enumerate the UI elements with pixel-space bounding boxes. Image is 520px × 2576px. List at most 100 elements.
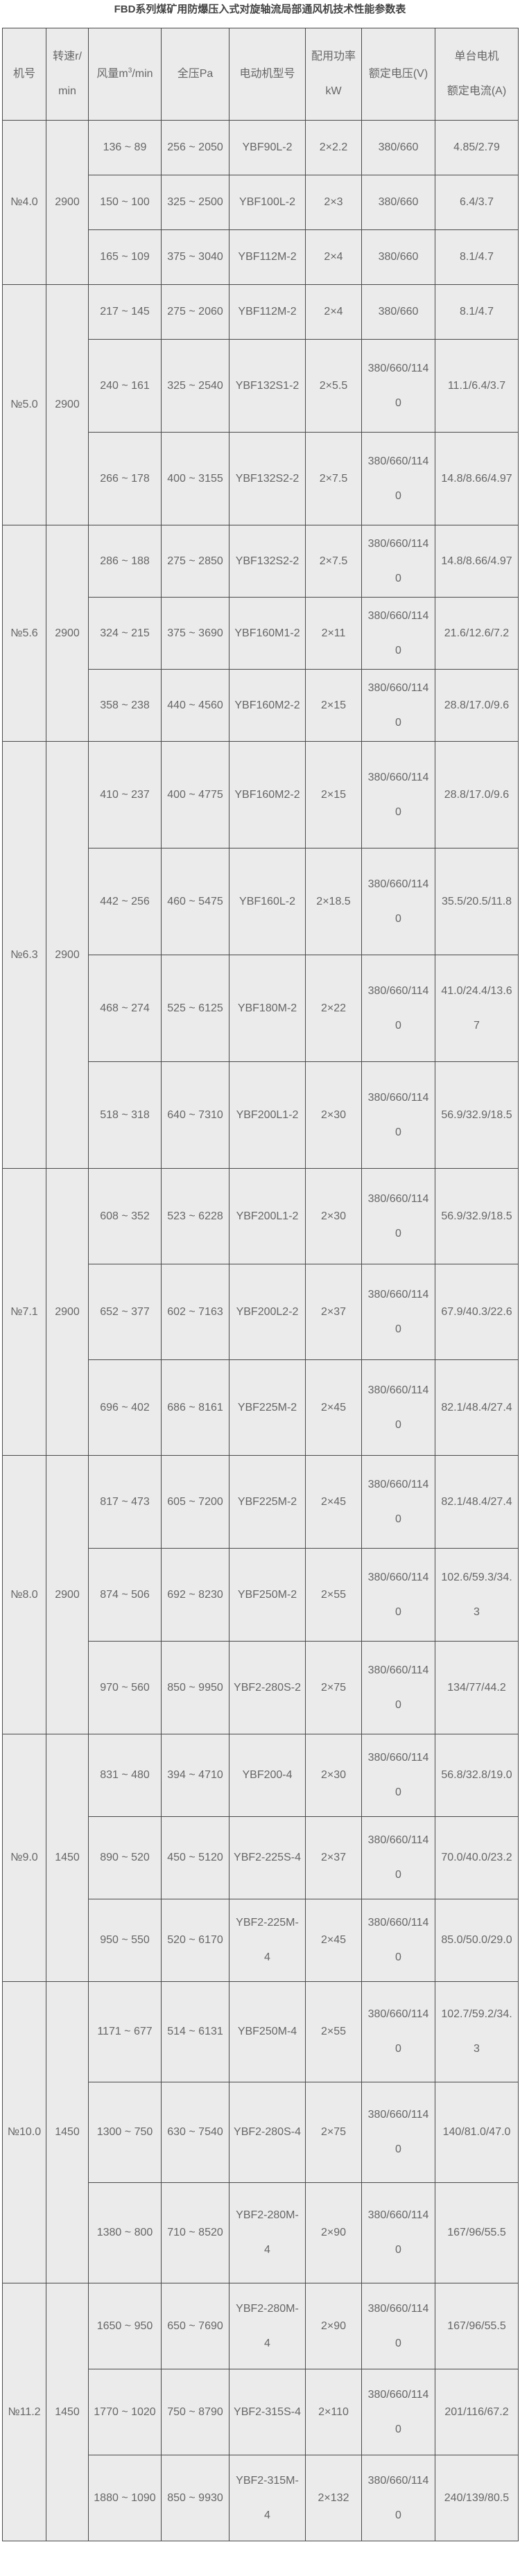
header-airflow-sup: 3	[128, 67, 132, 75]
cell-power: 2×132	[305, 2455, 362, 2541]
cell-airflow: 831 ~ 480	[88, 1734, 162, 1817]
cell-voltage: 380/660/1140	[361, 848, 435, 955]
cell-current: 14.8/8.66/4.97	[435, 525, 519, 598]
cell-pressure: 850 ~ 9930	[161, 2455, 229, 2541]
cell-model: №8.0	[2, 1455, 46, 1734]
cell-airflow: 696 ~ 402	[88, 1359, 162, 1456]
cell-power: 2×15	[305, 669, 362, 742]
cell-model: №7.1	[2, 1168, 46, 1456]
cell-pressure: 275 ~ 2060	[161, 284, 229, 340]
cell-power: 2×55	[305, 1981, 362, 2082]
cell-voltage: 380/660/1140	[361, 2182, 435, 2283]
cell-power: 2×37	[305, 1264, 362, 1360]
cell-motor: YBF160M2-2	[229, 741, 306, 848]
cell-airflow: 468 ~ 274	[88, 955, 162, 1062]
cell-pressure: 750 ~ 8790	[161, 2369, 229, 2455]
cell-power: 2×75	[305, 2082, 362, 2183]
cell-motor: YBF112M-2	[229, 229, 306, 285]
cell-motor: YBF225M-2	[229, 1455, 306, 1549]
cell-motor: YBF90L-2	[229, 120, 306, 175]
header-pressure: 全压Pa	[161, 28, 229, 121]
cell-airflow: 324 ~ 215	[88, 597, 162, 670]
table-row: 266 ~ 178 400 ~ 3155 YBF132S2-2 2×7.5 380/66…	[3, 432, 519, 525]
cell-model: №9.0	[2, 1734, 46, 1982]
header-airflow-prefix: 风量m	[96, 68, 128, 80]
cell-pressure: 256 ~ 2050	[161, 120, 229, 175]
cell-speed: 2900	[46, 284, 89, 525]
cell-airflow: 358 ~ 238	[88, 669, 162, 742]
cell-pressure: 375 ~ 3040	[161, 229, 229, 285]
cell-airflow: 1300 ~ 750	[88, 2082, 162, 2183]
cell-voltage: 380/660/1140	[361, 1061, 435, 1169]
cell-pressure: 692 ~ 8230	[161, 1548, 229, 1642]
cell-voltage: 380/660	[361, 284, 435, 340]
table-row: 518 ~ 318 640 ~ 7310 YBF200L1-2 2×30 380/660…	[3, 1061, 519, 1169]
table-body: №4.0 2900 136 ~ 89 256 ~ 2050 YBF90L-2 2×2.2 3…	[2, 120, 519, 2541]
cell-voltage: 380/660/1140	[361, 1734, 435, 1817]
cell-speed: 2900	[46, 525, 89, 742]
cell-power: 2×30	[305, 1061, 362, 1169]
cell-power: 2×90	[305, 2182, 362, 2283]
cell-voltage: 380/660/1140	[361, 2082, 435, 2183]
cell-airflow: 240 ~ 161	[88, 339, 162, 433]
cell-voltage: 380/660/1140	[361, 1899, 435, 1982]
cell-current: 134/77/44.2	[435, 1641, 519, 1734]
cell-motor: YBF200L2-2	[229, 1264, 306, 1360]
cell-airflow: 874 ~ 506	[88, 1548, 162, 1642]
cell-current: 6.4/3.7	[435, 175, 519, 230]
cell-current: 67.9/40.3/22.6	[435, 1264, 519, 1360]
cell-pressure: 605 ~ 7200	[161, 1455, 229, 1549]
cell-voltage: 380/660/1140	[361, 2455, 435, 2541]
cell-motor: YBF250M-2	[229, 1548, 306, 1642]
table-row: 950 ~ 550 520 ~ 6170 YBF2-225M-4 2×45 380/66…	[3, 1899, 519, 1982]
cell-pressure: 514 ~ 6131	[161, 1981, 229, 2082]
cell-pressure: 275 ~ 2850	[161, 525, 229, 598]
cell-motor: YBF112M-2	[229, 284, 306, 340]
cell-current: 14.8/8.66/4.97	[435, 432, 519, 525]
cell-power: 2×4	[305, 284, 362, 340]
cell-power: 2×5.5	[305, 339, 362, 433]
header-airflow: 风量m3/min	[88, 28, 162, 121]
cell-motor: YBF160M2-2	[229, 669, 306, 742]
header-current-line1: 单台电机	[454, 51, 499, 62]
cell-voltage: 380/660/1140	[361, 1548, 435, 1642]
cell-pressure: 460 ~ 5475	[161, 848, 229, 955]
cell-voltage: 380/660/1140	[361, 339, 435, 433]
cell-power: 2×18.5	[305, 848, 362, 955]
cell-motor: YBF180M-2	[229, 955, 306, 1062]
cell-pressure: 325 ~ 2540	[161, 339, 229, 433]
cell-motor: YBF132S2-2	[229, 432, 306, 525]
table-row: 1300 ~ 750 630 ~ 7540 YBF2-280S-4 2×75 380/6…	[3, 2082, 519, 2183]
cell-airflow: 970 ~ 560	[88, 1641, 162, 1734]
cell-airflow: 950 ~ 550	[88, 1899, 162, 1982]
cell-current: 11.1/6.4/3.7	[435, 339, 519, 433]
cell-pressure: 440 ~ 4560	[161, 669, 229, 742]
cell-voltage: 380/660/1140	[361, 741, 435, 848]
cell-airflow: 652 ~ 377	[88, 1264, 162, 1360]
cell-airflow: 1171 ~ 677	[88, 1981, 162, 2082]
cell-current: 167/96/55.5	[435, 2283, 519, 2369]
cell-airflow: 286 ~ 188	[88, 525, 162, 598]
cell-voltage: 380/660/1140	[361, 1359, 435, 1456]
cell-motor: YBF132S2-2	[229, 525, 306, 598]
cell-pressure: 710 ~ 8520	[161, 2182, 229, 2283]
cell-voltage: 380/660/1140	[361, 1641, 435, 1734]
cell-current: 85.0/50.0/29.0	[435, 1899, 519, 1982]
cell-current: 21.6/12.6/7.2	[435, 597, 519, 670]
cell-voltage: 380/660/1140	[361, 525, 435, 598]
header-motor: 电动机型号	[229, 28, 306, 121]
cell-airflow: 518 ~ 318	[88, 1061, 162, 1169]
cell-voltage: 380/660/1140	[361, 2283, 435, 2369]
cell-motor: YBF2-315S-4	[229, 2369, 306, 2455]
cell-motor: YBF225M-2	[229, 1359, 306, 1456]
cell-power: 2×3	[305, 175, 362, 230]
cell-airflow: 1880 ~ 1090	[88, 2455, 162, 2541]
cell-model: №4.0	[2, 120, 46, 285]
cell-voltage: 380/660/1140	[361, 1981, 435, 2082]
table-row: №6.3 2900 410 ~ 237 400 ~ 4775 YBF160M2-2 2×1…	[2, 741, 519, 1169]
cell-motor: YBF132S1-2	[229, 339, 306, 433]
cell-pressure: 850 ~ 9950	[161, 1641, 229, 1734]
cell-pressure: 400 ~ 4775	[161, 741, 229, 848]
cell-power: 2×110	[305, 2369, 362, 2455]
cell-current: 35.5/20.5/11.8	[435, 848, 519, 955]
